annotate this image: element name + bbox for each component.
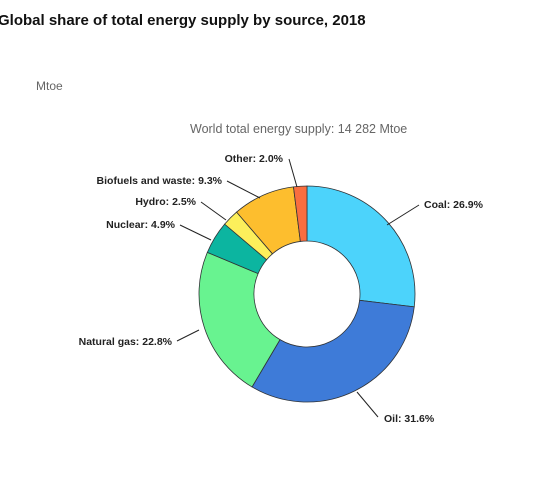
data-label-nuclear: Nuclear: 4.9% xyxy=(106,219,176,231)
leader-line xyxy=(226,180,261,199)
leader-line xyxy=(200,201,227,221)
chart-subtitle: World total energy supply: 14 282 Mtoe xyxy=(190,122,408,136)
leader-line xyxy=(179,224,212,241)
slice-natural-gas xyxy=(198,251,281,388)
slice-coal xyxy=(306,185,416,308)
leader-line xyxy=(176,329,200,342)
leader-line xyxy=(356,391,379,418)
slice-oil xyxy=(251,299,415,403)
unit-label: Mtoe xyxy=(36,79,63,93)
leader-line xyxy=(288,158,298,188)
chart-title: Global share of total energy supply by s… xyxy=(0,12,366,29)
slice-other xyxy=(293,185,308,242)
data-label-oil: Oil: 31.6% xyxy=(384,413,435,425)
leader-line xyxy=(386,204,420,226)
data-label-biofuels-and-waste: Biofuels and waste: 9.3% xyxy=(97,175,223,187)
data-label-other: Other: 2.0% xyxy=(225,153,284,165)
data-label-hydro: Hydro: 2.5% xyxy=(135,196,196,208)
data-label-coal: Coal: 26.9% xyxy=(424,199,484,211)
data-label-natural-gas: Natural gas: 22.8% xyxy=(79,336,173,348)
